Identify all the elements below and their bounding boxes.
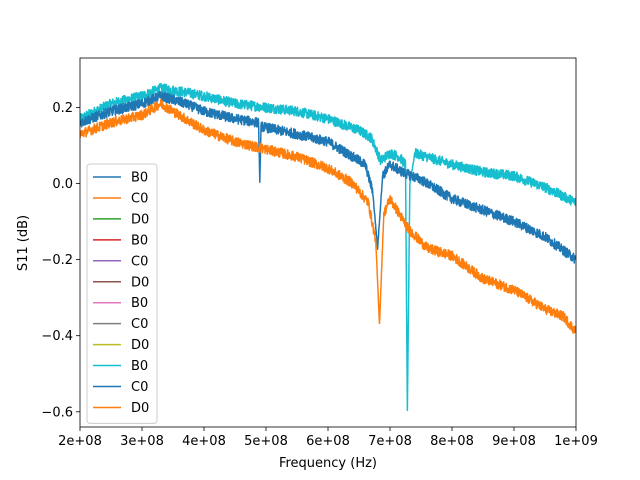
legend-entry-label: B0 bbox=[131, 359, 148, 374]
series-line-12 bbox=[80, 98, 576, 334]
series-line-11 bbox=[80, 90, 576, 264]
legend-entry-label: B0 bbox=[131, 233, 148, 248]
y-tick-label: −0.2 bbox=[41, 253, 73, 268]
x-axis-label: Frequency (Hz) bbox=[279, 456, 377, 471]
legend-entry-label: D0 bbox=[131, 401, 149, 416]
x-tick-label: 7e+08 bbox=[368, 434, 412, 449]
x-axis: 2e+08 3e+08 4e+08 5e+08 6e+08 7e+08 8e+08 9e+08… bbox=[58, 427, 598, 449]
legend-entry-label: C0 bbox=[131, 317, 148, 332]
y-tick-label: 0.0 bbox=[52, 177, 73, 192]
legend-entry-label: D0 bbox=[131, 212, 149, 227]
y-tick-label: −0.4 bbox=[41, 329, 73, 344]
legend-entry-label: C0 bbox=[131, 191, 148, 206]
legend-entry-label: D0 bbox=[131, 275, 149, 290]
legend-entry-label: B0 bbox=[131, 296, 148, 311]
x-tick-label: 2e+08 bbox=[58, 434, 102, 449]
x-tick-label: 5e+08 bbox=[244, 434, 288, 449]
legend-entry-label: B0 bbox=[131, 171, 148, 186]
series-layer bbox=[80, 82, 576, 412]
y-tick-label: 0.2 bbox=[52, 101, 73, 116]
legend-entry-label: C0 bbox=[131, 380, 148, 395]
x-tick-label: 1e+09 bbox=[554, 434, 598, 449]
legend-box bbox=[86, 163, 158, 424]
x-tick-label: 3e+08 bbox=[120, 434, 164, 449]
x-tick-label: 6e+08 bbox=[306, 434, 350, 449]
x-tick-label: 9e+08 bbox=[492, 434, 536, 449]
legend-entry-label: D0 bbox=[131, 338, 149, 353]
y-axis-label: S11 (dB) bbox=[16, 215, 31, 271]
x-tick-label: 8e+08 bbox=[430, 434, 474, 449]
legend: B0 C0 D0 B0 C0 D0 B0 C0 D0 B0 C0 D0 bbox=[86, 163, 158, 424]
legend-entry-label: C0 bbox=[131, 254, 148, 269]
y-tick-label: −0.6 bbox=[41, 405, 73, 420]
series-line-10 bbox=[80, 82, 576, 412]
y-axis: 0.2 0.0 −0.2 −0.4 −0.6 bbox=[41, 101, 80, 420]
x-tick-label: 4e+08 bbox=[182, 434, 226, 449]
